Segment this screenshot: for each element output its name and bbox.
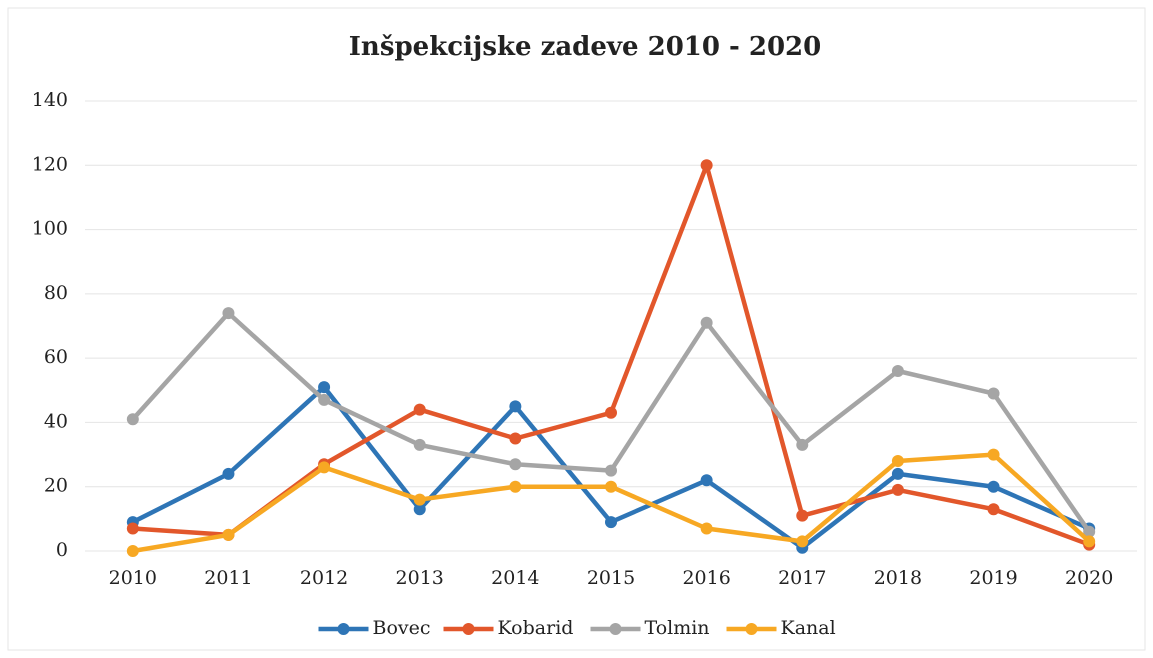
legend-label: Bovec	[373, 617, 431, 639]
data-point	[222, 307, 235, 320]
data-point	[605, 464, 617, 477]
x-tick-label: 2015	[587, 567, 635, 589]
data-point	[796, 509, 809, 522]
y-tick-label: 100	[32, 218, 68, 240]
legend-marker	[337, 623, 350, 635]
data-point	[987, 503, 1000, 516]
legend-label: Kobarid	[498, 617, 574, 639]
data-point	[605, 516, 617, 529]
legend-marker	[462, 623, 475, 635]
legend-label: Tolmin	[645, 617, 710, 639]
data-point	[126, 413, 139, 426]
data-point	[605, 406, 617, 419]
y-tick-label: 80	[44, 282, 68, 304]
data-point	[987, 387, 1000, 400]
x-tick-label: 2018	[874, 567, 922, 589]
legend-marker	[609, 623, 622, 635]
data-point	[413, 438, 426, 451]
data-point	[509, 458, 522, 471]
data-point	[891, 455, 904, 467]
data-point	[509, 400, 522, 413]
data-point	[891, 365, 904, 377]
data-point	[891, 483, 904, 496]
data-point	[700, 474, 713, 487]
data-point	[126, 522, 139, 535]
data-point	[700, 522, 713, 535]
y-tick-label: 0	[56, 539, 68, 561]
x-tick-label: 2016	[682, 567, 730, 589]
x-tick-label: 2012	[300, 567, 348, 589]
data-point	[509, 432, 522, 445]
data-point	[796, 438, 809, 451]
x-tick-label: 2010	[109, 567, 157, 589]
x-tick-label: 2013	[396, 567, 444, 589]
data-point	[1083, 535, 1096, 548]
x-tick-label: 2014	[491, 567, 539, 589]
data-point	[413, 493, 426, 506]
y-tick-label: 140	[32, 89, 68, 111]
data-point	[987, 448, 1000, 461]
data-point	[413, 403, 426, 416]
data-point	[891, 467, 904, 480]
chart-title: Inšpekcijske zadeve 2010 - 2020	[349, 32, 821, 62]
legend-label: Kanal	[781, 617, 836, 639]
data-point	[509, 480, 522, 493]
data-point	[318, 381, 331, 394]
chart-frame	[7, 7, 1146, 651]
x-tick-label: 2019	[969, 567, 1017, 589]
legend-marker	[745, 623, 758, 635]
data-point	[222, 528, 235, 541]
data-point	[318, 461, 331, 474]
y-tick-label: 60	[44, 346, 68, 368]
data-point	[1083, 525, 1096, 538]
data-point	[796, 535, 809, 548]
data-point	[700, 159, 713, 172]
data-point	[318, 393, 331, 406]
x-tick-label: 2017	[778, 567, 826, 589]
data-point	[126, 545, 139, 557]
data-point	[605, 480, 617, 493]
data-point	[700, 316, 713, 329]
data-point	[413, 503, 426, 516]
y-tick-label: 120	[32, 153, 68, 175]
data-point	[987, 480, 1000, 493]
data-point	[222, 467, 235, 480]
y-tick-label: 40	[44, 410, 68, 432]
x-tick-label: 2020	[1065, 567, 1113, 589]
x-tick-label: 2011	[204, 567, 252, 589]
y-tick-label: 20	[44, 475, 68, 497]
